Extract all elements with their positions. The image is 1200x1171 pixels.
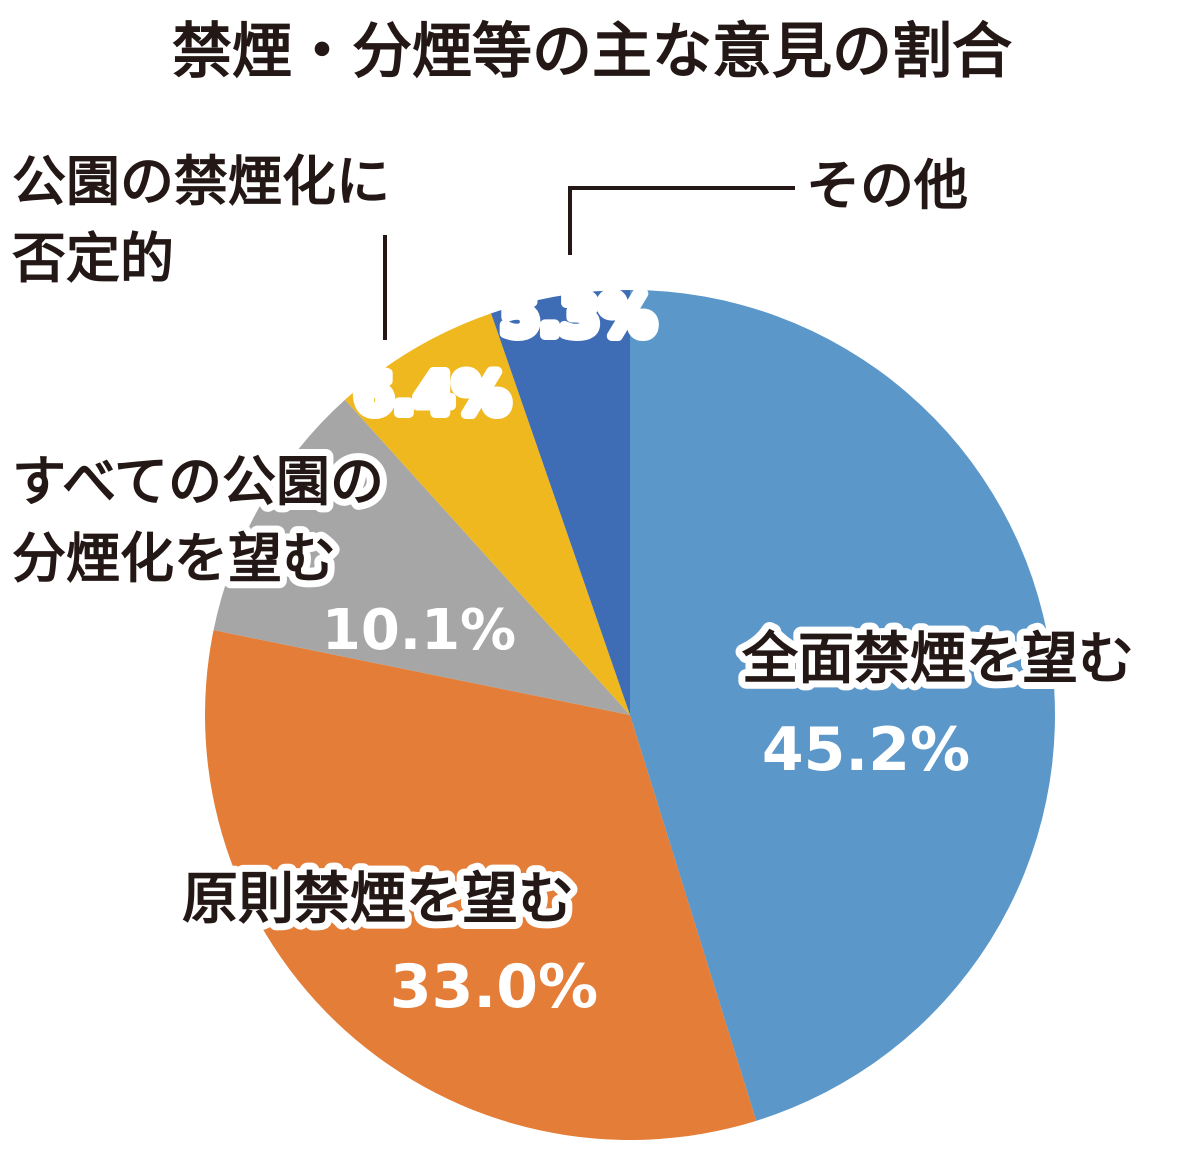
slice-label-hitei-line-2: 否定的 xyxy=(12,227,174,290)
leader-line-sonota xyxy=(568,186,795,255)
data-label-zenmen-kinen: 45.2% xyxy=(762,715,970,785)
slice-label-zenmen-kinen: 全面禁煙を望む xyxy=(741,627,1134,692)
pie-slice-1 xyxy=(630,290,1055,1121)
pie-slice-4 xyxy=(344,313,630,715)
data-label-gensoku-kinen: 33.0% xyxy=(390,952,598,1022)
slice-label-bunen-line-2: 分煙化を望む xyxy=(12,527,336,590)
pie-slice-2 xyxy=(204,630,757,1140)
slice-label-gensoku-kinen: 原則禁煙を望む xyxy=(182,867,574,932)
data-label-bunen: 10.1% xyxy=(322,598,516,663)
chart-title: 禁煙・分煙等の主な意見の割合 xyxy=(172,17,1012,87)
slice-label-sonota: その他 xyxy=(806,154,968,217)
leader-lines xyxy=(383,186,795,340)
data-label-hitei: 6.4% xyxy=(354,362,509,427)
pie-slice-3 xyxy=(213,399,631,715)
slice-label-bunen-line-1: すべての公園の xyxy=(12,450,384,513)
slice-label-hitei-line-1: 公園の禁煙化に xyxy=(12,150,390,213)
pie-slice-5 xyxy=(491,290,630,715)
data-label-sonota: 5.3% xyxy=(500,284,655,349)
pie-slices xyxy=(204,290,1055,1140)
